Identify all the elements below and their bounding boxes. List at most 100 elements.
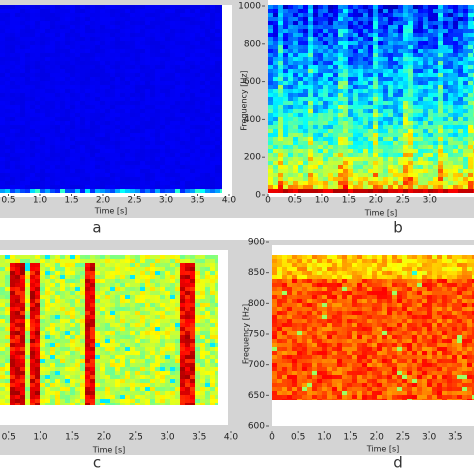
- spectrogram-cell: [20, 125, 26, 130]
- spectrogram-cell: [378, 69, 384, 74]
- spectrogram-cell: [55, 161, 61, 166]
- spectrogram-cell: [313, 53, 319, 58]
- spectrogram-cell: [283, 149, 289, 154]
- spectrogram-cell: [428, 165, 434, 170]
- spectrogram-cell: [30, 145, 36, 150]
- spectrogram-cell: [175, 69, 181, 74]
- spectrogram-cell: [100, 327, 106, 332]
- spectrogram-cell: [220, 85, 222, 90]
- spectrogram-cell: [60, 13, 66, 18]
- spectrogram-cell: [25, 165, 31, 170]
- spectrogram-cell: [125, 89, 131, 94]
- spectrogram-cell: [278, 133, 284, 138]
- spectrogram-cell: [180, 73, 186, 78]
- spectrogram-cell: [388, 17, 394, 22]
- spectrogram-cell: [210, 41, 216, 46]
- spectrogram-cell: [155, 153, 161, 158]
- spectrogram-cell: [378, 189, 384, 193]
- spectrogram-cell: [160, 45, 166, 50]
- spectrogram-cell: [0, 255, 6, 260]
- spectrogram-cell: [5, 77, 11, 82]
- spectrogram-cell: [448, 89, 454, 94]
- spectrogram-cell: [413, 153, 419, 158]
- spectrogram-cell: [115, 189, 121, 193]
- spectrogram-cell: [333, 21, 339, 26]
- spectrogram-cell: [160, 109, 166, 114]
- spectrogram-cell: [25, 399, 31, 404]
- spectrogram-cell: [105, 259, 111, 264]
- spectrogram-cell: [45, 13, 51, 18]
- spectrogram-cell: [388, 145, 394, 150]
- spectrogram-cell: [100, 255, 106, 260]
- spectrogram-cell: [343, 57, 349, 62]
- spectrogram-cell: [115, 65, 121, 70]
- spectrogram-cell: [468, 161, 474, 166]
- spectrogram-cell: [10, 121, 16, 126]
- spectrogram-cell: [313, 153, 319, 158]
- spectrogram-cell: [185, 81, 191, 86]
- spectrogram-cell: [353, 145, 359, 150]
- spectrogram-cell: [55, 255, 61, 260]
- spectrogram-image: [0, 255, 218, 405]
- spectrogram-cell: [288, 125, 294, 130]
- spectrogram-cell: [268, 69, 274, 74]
- spectrogram-cell: [155, 189, 161, 193]
- spectrogram-cell: [353, 85, 359, 90]
- spectrogram-cell: [60, 85, 66, 90]
- spectrogram-cell: [90, 101, 96, 106]
- spectrogram-cell: [398, 97, 404, 102]
- spectrogram-cell: [413, 37, 419, 42]
- spectrogram-cell: [343, 73, 349, 78]
- spectrogram-cell: [268, 181, 274, 186]
- spectrogram-cell: [438, 61, 444, 66]
- spectrogram-cell: [90, 259, 96, 264]
- spectrogram-cell: [130, 97, 136, 102]
- spectrogram-cell: [308, 33, 314, 38]
- spectrogram-cell: [323, 161, 329, 166]
- spectrogram-cell: [313, 65, 319, 70]
- spectrogram-cell: [458, 109, 464, 114]
- spectrogram-cell: [80, 149, 86, 154]
- spectrogram-cell: [10, 399, 16, 404]
- spectrogram-cell: [423, 9, 429, 14]
- spectrogram-cell: [373, 29, 379, 34]
- spectrogram-cell: [448, 121, 454, 126]
- spectrogram-cell: [383, 181, 389, 186]
- spectrogram-cell: [15, 351, 21, 356]
- spectrogram-cell: [220, 13, 222, 18]
- spectrogram-cell: [363, 17, 369, 22]
- spectrogram-cell: [45, 61, 51, 66]
- spectrogram-cell: [50, 399, 56, 404]
- spectrogram-cell: [35, 165, 41, 170]
- spectrogram-cell: [30, 283, 36, 288]
- spectrogram-cell: [278, 113, 284, 118]
- spectrogram-cell: [343, 49, 349, 54]
- spectrogram-cell: [65, 343, 71, 348]
- spectrogram-cell: [373, 85, 379, 90]
- spectrogram-cell: [105, 267, 111, 272]
- spectrogram-cell: [268, 145, 274, 150]
- spectrogram-cell: [125, 153, 131, 158]
- spectrogram-cell: [328, 177, 334, 182]
- spectrogram-cell: [0, 375, 6, 380]
- spectrogram-cell: [110, 271, 116, 276]
- spectrogram-cell: [413, 141, 419, 146]
- spectrogram-cell: [140, 45, 146, 50]
- spectrogram-cell: [333, 73, 339, 78]
- spectrogram-cell: [20, 33, 26, 38]
- spectrogram-cell: [50, 403, 56, 405]
- spectrogram-cell: [338, 41, 344, 46]
- spectrogram-cell: [353, 117, 359, 122]
- spectrogram-cell: [160, 85, 166, 90]
- spectrogram-cell: [10, 275, 16, 280]
- spectrogram-cell: [10, 149, 16, 154]
- spectrogram-cell: [298, 33, 304, 38]
- spectrogram-cell: [0, 105, 6, 110]
- spectrogram-cell: [85, 263, 91, 268]
- spectrogram-cell: [45, 367, 51, 372]
- spectrogram-cell: [115, 85, 121, 90]
- spectrogram-cell: [288, 105, 294, 110]
- spectrogram-cell: [453, 173, 459, 178]
- spectrogram-cell: [60, 33, 66, 38]
- spectrogram-cell: [338, 113, 344, 118]
